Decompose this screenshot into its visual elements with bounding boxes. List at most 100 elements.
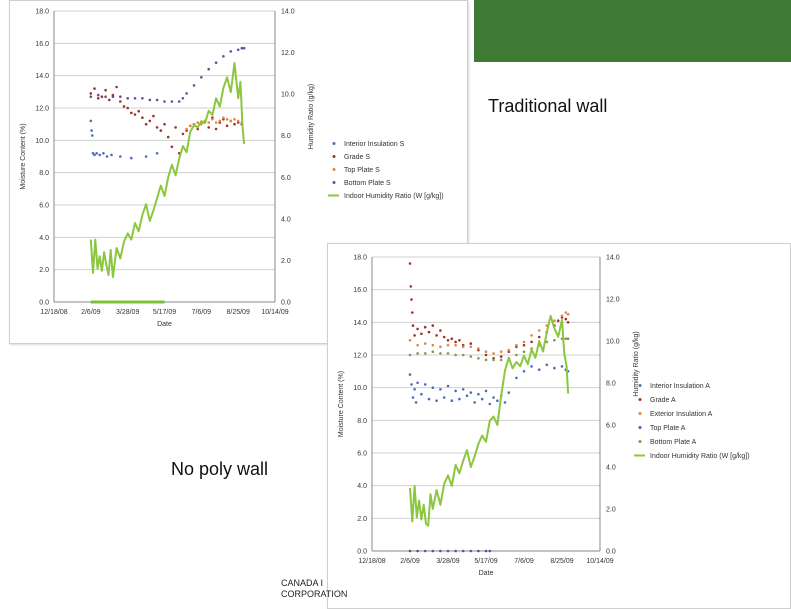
chart2-y-tick-label: 16.0	[353, 287, 367, 294]
chart2-data-point	[423, 342, 427, 345]
chart2-legend-swatch	[638, 426, 642, 429]
chart1-data-point	[236, 48, 240, 52]
chart1-data-point	[133, 97, 137, 100]
chart2-data-point	[458, 397, 461, 401]
chart1-data-point	[144, 122, 148, 126]
chart2-data-point	[446, 343, 450, 347]
chart2-y-tick-label: 0.0	[357, 549, 367, 556]
chart1-data-point	[96, 97, 100, 100]
chart2-legend-swatch	[638, 440, 642, 443]
chart2-series-line-5	[409, 314, 570, 527]
chart2-data-point	[484, 389, 488, 393]
chart1-data-point	[207, 126, 210, 129]
footer-line-1: CANADA I	[281, 578, 324, 588]
chart2-data-point	[416, 549, 419, 553]
chart2-y-axis-title: Moisture Content (%)	[338, 371, 345, 437]
chart1-data-point	[214, 121, 218, 124]
chart1-data-point	[229, 119, 233, 123]
chart2-y-tick-label: 18.0	[353, 255, 367, 262]
chart2-legend-swatch	[638, 384, 642, 387]
chart1-data-point	[185, 92, 188, 95]
chart1-x-tick-label: 8/25/09	[226, 309, 249, 316]
chart2-data-point	[409, 285, 413, 288]
chart2-data-point	[484, 549, 488, 553]
chart1-y-tick-label: 6.0	[39, 203, 49, 210]
chart2-data-point	[431, 324, 435, 327]
chart2-data-point	[446, 384, 450, 388]
chart2-data-point	[499, 355, 503, 358]
chart2-data-point	[414, 401, 418, 404]
chart1-data-point	[155, 98, 159, 102]
chart1-data-point	[91, 134, 94, 137]
chart1-data-point	[236, 119, 240, 123]
chart1-data-point	[233, 118, 236, 121]
chart1-data-point	[119, 155, 122, 158]
chart1-data-point	[104, 88, 107, 92]
chart2-y2-tick-label: 14.0	[606, 255, 620, 262]
chart2-data-point	[560, 365, 564, 368]
chart1-data-point	[211, 118, 214, 121]
chart2-y-tick-label: 6.0	[357, 451, 367, 458]
chart2-x-tick-label: 8/25/09	[550, 558, 573, 565]
chart2-data-point	[564, 337, 568, 340]
chart2-data-point	[458, 339, 461, 342]
chart2-x-tick-label: 5/17/09	[474, 558, 497, 565]
chart2-data-point	[450, 399, 454, 402]
chart2-data-point	[411, 324, 415, 327]
chart2-legend-swatch	[638, 412, 642, 415]
chart1-data-point	[148, 98, 152, 102]
chart2-data-point	[503, 401, 507, 404]
chart2-x-tick-label: 3/28/09	[436, 558, 459, 565]
chart1-data-point	[163, 100, 166, 103]
chart1-legend-entry: Indoor Humidity Ratio (W [g/kg])	[344, 193, 444, 200]
chart2-y2-tick-label: 0.0	[606, 549, 616, 556]
chart1-data-point	[148, 119, 152, 123]
chart2-data-point	[454, 389, 457, 393]
chart2-data-point	[408, 373, 412, 376]
chart2-legend-entry: Exterior Insulation A	[650, 411, 713, 418]
chart2-data-point	[553, 319, 556, 322]
footer-line-2: CORPORATION	[281, 589, 348, 599]
chart2-y2-tick-label: 4.0	[606, 465, 616, 472]
chart2-data-point	[469, 549, 473, 553]
chart2-data-point	[480, 397, 484, 401]
chart2-data-point	[537, 368, 541, 371]
chart1-data-point	[174, 126, 177, 129]
chart2-y-tick-label: 4.0	[357, 483, 367, 490]
chart2-y2-axis-title: Humidity Ratio (g/kg)	[633, 331, 640, 396]
chart1-data-point	[196, 127, 199, 131]
chart1-data-point	[119, 95, 122, 98]
chart1-data-point	[111, 95, 115, 98]
chart1-data-point	[110, 153, 113, 157]
chart1-data-point	[207, 121, 210, 124]
chart1-y-tick-label: 4.0	[39, 235, 49, 242]
chart1-data-point	[159, 129, 163, 132]
chart2-data-point	[553, 366, 556, 370]
chart1-x-tick-label: 12/18/08	[40, 309, 67, 316]
chart1-data-point	[130, 156, 133, 160]
chart1-data-point	[155, 152, 159, 155]
chart2-data-point	[488, 402, 492, 406]
chart2-data-point	[442, 396, 446, 399]
chart1-y-tick-label: 18.0	[35, 9, 49, 16]
no-poly-wall-chart-svg: 0.0 2.0 4.0 6.0 8.0 10.0 12.0 14.0 16.0 18.0 0.0 2.…	[338, 255, 750, 578]
chart2-data-point	[410, 383, 413, 386]
chart1-data-point	[90, 129, 93, 132]
chart2-data-point	[461, 388, 465, 391]
chart2-data-point	[522, 340, 526, 344]
chart1-y-tick-label: 2.0	[39, 267, 49, 274]
chart1-y2-tick-label: 0.0	[281, 300, 291, 307]
chart2-y-tick-label: 2.0	[357, 516, 367, 523]
chart1-data-point	[200, 76, 203, 79]
chart1-data-point	[104, 95, 107, 98]
chart2-y-tick-label: 12.0	[353, 353, 367, 360]
chart2-data-point	[439, 549, 442, 553]
chart2-x-tick-label: 7/6/09	[514, 558, 534, 565]
chart1-data-point	[222, 55, 225, 58]
chart1-data-point	[119, 100, 122, 103]
chart2-legend-entry: Grade A	[650, 397, 676, 404]
chart1-series-line-4	[89, 62, 246, 279]
chart2-data-point	[408, 339, 412, 342]
chart2-data-point	[420, 332, 423, 336]
chart1-x-tick-label: 5/17/09	[153, 309, 176, 316]
